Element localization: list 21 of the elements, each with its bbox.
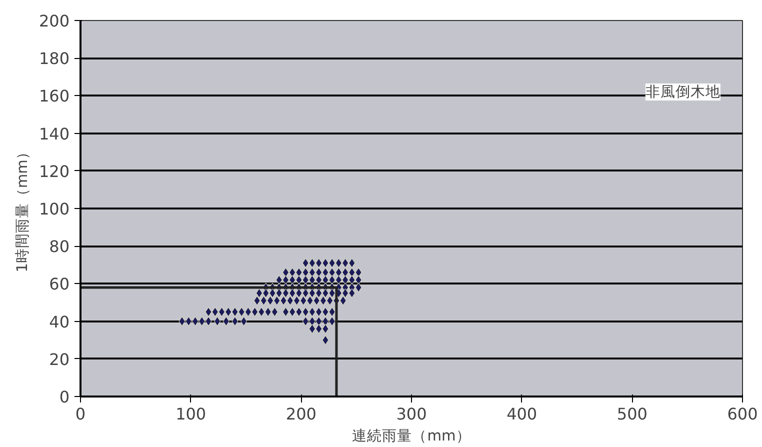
y-tick-label: 140	[38, 124, 70, 144]
x-tick-label: 600	[727, 404, 758, 424]
y-tick-label: 180	[38, 49, 70, 68]
y-tick-label: 80	[49, 237, 70, 256]
y-axis-title: 1時間雨量（mm）	[14, 144, 31, 272]
y-tick-label: 100	[38, 200, 70, 218]
annotation: 非風倒木地	[645, 83, 720, 100]
x-tick-label: 200	[286, 404, 316, 424]
x-tick-label: 0	[75, 404, 86, 424]
x-tick-label: 100	[176, 404, 206, 424]
x-tick-label: 400	[506, 404, 538, 424]
y-tick-label: 20	[49, 350, 70, 369]
x-tick-label: 300	[396, 404, 427, 424]
y-tick-label: 120	[38, 162, 70, 181]
y-tick-label: 200	[38, 12, 70, 30]
x-tick-label: 500	[616, 404, 648, 424]
x-axis-title: 連続雨量（mm）	[352, 428, 471, 444]
y-tick-label: 160	[38, 86, 70, 106]
y-tick-label: 60	[49, 274, 70, 294]
y-tick-label: 0	[59, 388, 70, 406]
y-tick-label: 40	[49, 312, 70, 332]
